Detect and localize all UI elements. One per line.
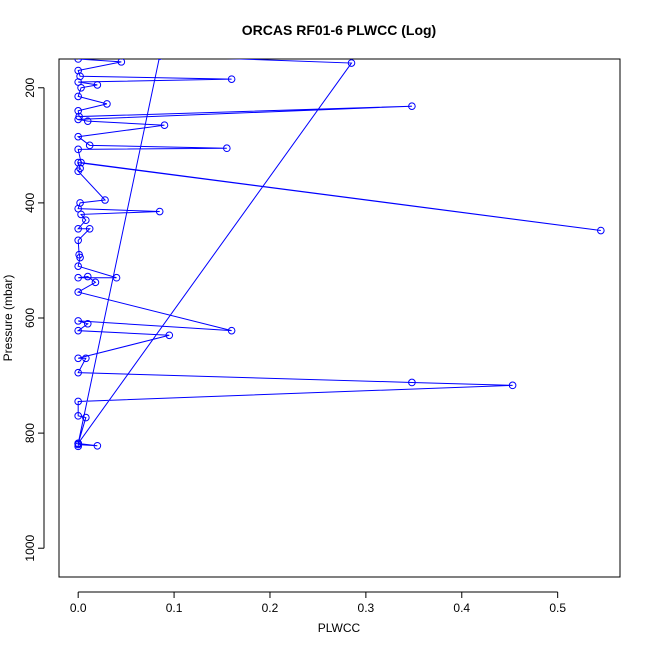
x-tick-label: 0.1 [166,601,183,615]
x-tick-label: 0.2 [262,601,279,615]
x-axis: 0.0 0.1 0.2 0.3 0.4 0.5 [70,592,566,615]
series-line [78,56,601,446]
x-tick-label: 0.5 [549,601,566,615]
y-tick-label: 200 [23,77,37,97]
x-axis-label: PLWCC [318,621,361,635]
y-tick-label: 600 [23,308,37,328]
x-tick-label: 0.4 [453,601,470,615]
y-tick-label: 400 [23,193,37,213]
y-axis-label: Pressure (mbar) [1,275,15,362]
data-point [156,53,163,60]
y-tick-label: 1000 [23,535,37,562]
y-tick-label: 800 [23,423,37,443]
chart-title: ORCAS RF01-6 PLWCC (Log) [242,22,436,38]
y-axis: 200 400 600 800 1000 [23,77,44,561]
x-tick-label: 0.0 [70,601,87,615]
x-tick-label: 0.3 [358,601,375,615]
plot-area [75,53,604,450]
